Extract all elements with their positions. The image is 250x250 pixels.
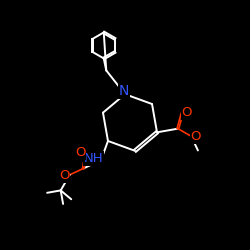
Text: O: O xyxy=(190,130,201,143)
Text: NH: NH xyxy=(84,152,104,165)
Text: N: N xyxy=(118,84,129,98)
Text: O: O xyxy=(181,106,192,119)
Text: O: O xyxy=(59,169,70,182)
Text: O: O xyxy=(75,146,86,159)
